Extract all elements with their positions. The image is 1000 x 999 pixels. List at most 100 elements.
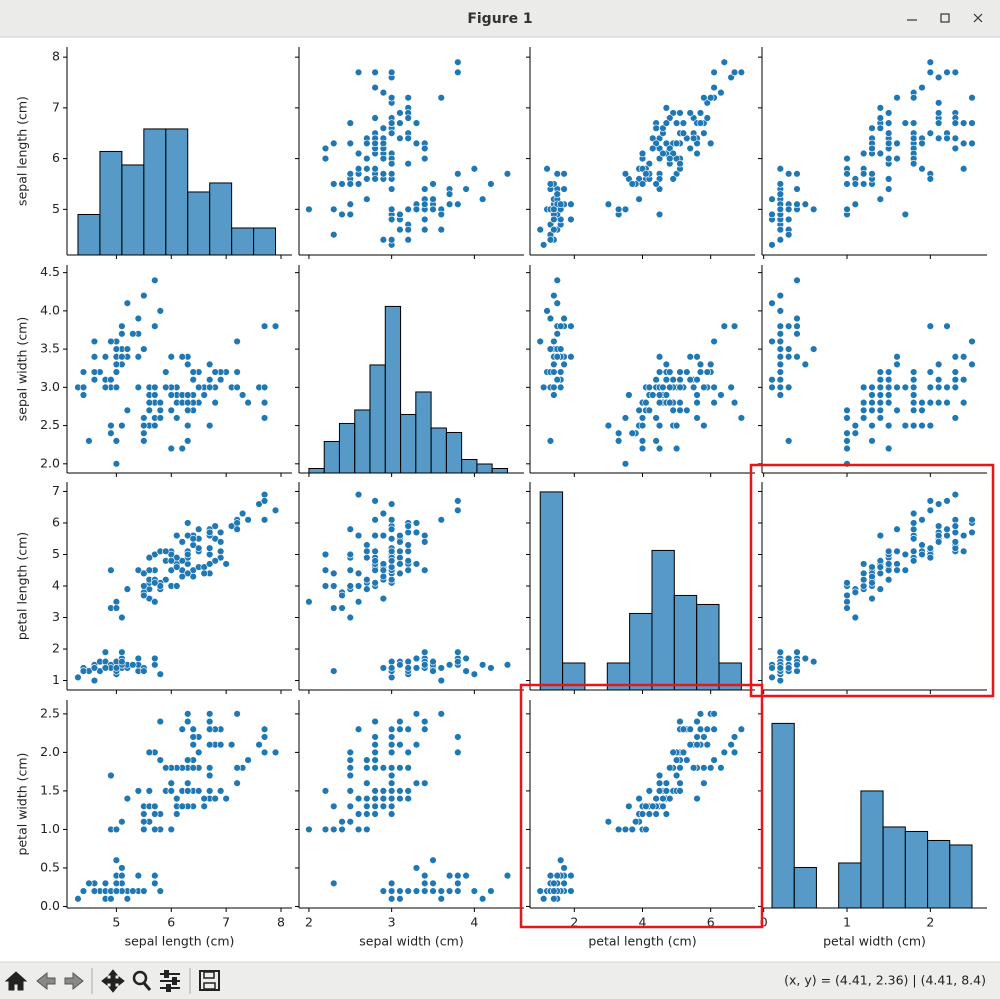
scatter-point: [553, 170, 561, 178]
scatter-point: [305, 205, 313, 214]
scatter-point: [205, 421, 214, 430]
scatter-point: [101, 879, 110, 888]
scatter-point: [553, 276, 561, 284]
scatter-point: [216, 740, 225, 749]
scatter-point: [321, 550, 330, 559]
scatter-point: [462, 667, 470, 675]
scatter-point: [379, 509, 388, 518]
x-tick-label: 3: [388, 915, 396, 930]
scatter-point: [679, 725, 688, 733]
scatter-point: [859, 575, 868, 584]
scatter-point: [737, 414, 746, 422]
scatter-point: [868, 391, 876, 399]
scatter-point: [884, 398, 893, 407]
scatter-point: [371, 748, 379, 757]
scatter-point: [112, 887, 121, 895]
scatter-panel: [526, 265, 755, 477]
scatter-point: [396, 531, 404, 540]
scatter-point: [363, 802, 371, 811]
configure-button[interactable]: [160, 970, 180, 992]
x-tick-label: 6: [707, 915, 715, 930]
scatter-point: [700, 94, 708, 102]
scatter-point: [884, 566, 893, 574]
scatter-point: [943, 531, 951, 540]
scatter-point: [112, 879, 121, 888]
scatter-point: [338, 818, 346, 826]
scatter-point: [717, 391, 725, 399]
scatter-point: [118, 864, 126, 872]
maximize-button[interactable]: [940, 13, 950, 23]
scatter-point: [909, 398, 918, 407]
scatter-point: [876, 114, 885, 122]
scatter-point: [412, 139, 421, 148]
y-tick-label: 1: [52, 672, 60, 687]
scatter-point: [79, 383, 88, 392]
scatter-point: [437, 210, 445, 219]
scatter-point: [379, 124, 388, 132]
histogram-bar: [323, 440, 340, 474]
highlight-box: [749, 463, 995, 698]
scatter-panel: [295, 482, 524, 694]
x-tick-label: 6: [167, 915, 175, 930]
y-tick-label: 4.0: [40, 302, 60, 317]
scatter-point: [901, 383, 910, 392]
scatter-point: [959, 139, 968, 148]
close-button[interactable]: [973, 13, 983, 23]
scatter-point: [918, 139, 926, 148]
scatter-point: [421, 538, 429, 546]
scatter-point: [768, 376, 776, 384]
scatter-point: [200, 391, 208, 399]
scatter-point: [567, 353, 575, 361]
scatter-point: [934, 109, 943, 117]
scatter-point: [454, 871, 462, 880]
scatter-point: [404, 159, 412, 168]
scatter-point: [396, 119, 404, 127]
scatter-point: [679, 748, 688, 757]
forward-button[interactable]: [64, 971, 84, 991]
scatter-point: [412, 864, 421, 872]
scatter-point: [710, 725, 718, 733]
x-tick-label: 2: [570, 915, 578, 930]
scatter-point: [730, 322, 739, 330]
histogram-bar: [121, 164, 145, 256]
scatter-point: [625, 175, 633, 183]
scatter-panel: 1 2 3 4 5 6 7 petal length (cm): [15, 482, 292, 694]
zoom-button[interactable]: [132, 970, 152, 991]
scatter-point: [205, 725, 214, 733]
scatter-point: [140, 582, 148, 590]
scatter-point: [454, 497, 462, 505]
y-tick-label: 2.0: [40, 744, 60, 759]
scatter-point: [371, 547, 379, 556]
pan-button[interactable]: [101, 969, 125, 993]
scatter-point: [260, 497, 269, 505]
scatter-point: [387, 170, 396, 178]
scatter-point: [396, 794, 404, 803]
save-button[interactable]: [199, 970, 220, 991]
scatter-point: [412, 887, 421, 895]
scatter-point: [123, 299, 132, 307]
x-tick-label: 7: [222, 915, 230, 930]
scatter-point: [550, 383, 558, 392]
scatter-point: [621, 170, 630, 178]
scatter-point: [546, 314, 555, 323]
scatter-point: [710, 756, 718, 764]
scatter-point: [843, 180, 851, 188]
scatter-point: [354, 68, 363, 77]
scatter-point: [683, 756, 691, 764]
scatter-point: [195, 748, 203, 757]
histogram-bar: [904, 830, 929, 909]
scatter-point: [868, 406, 876, 414]
scatter-point: [107, 376, 115, 384]
scatter-point: [926, 398, 935, 407]
scatter-point: [216, 376, 225, 384]
scatter-point: [123, 585, 132, 593]
scatter-point: [90, 664, 99, 672]
scatter-point: [951, 376, 960, 384]
scatter-point: [638, 421, 647, 430]
scatter-point: [676, 764, 684, 772]
home-button[interactable]: [4, 971, 28, 991]
x-tick-label: 0: [760, 915, 768, 930]
back-button[interactable]: [36, 971, 56, 991]
scatter-point: [943, 134, 951, 143]
histogram-bar: [308, 467, 325, 474]
